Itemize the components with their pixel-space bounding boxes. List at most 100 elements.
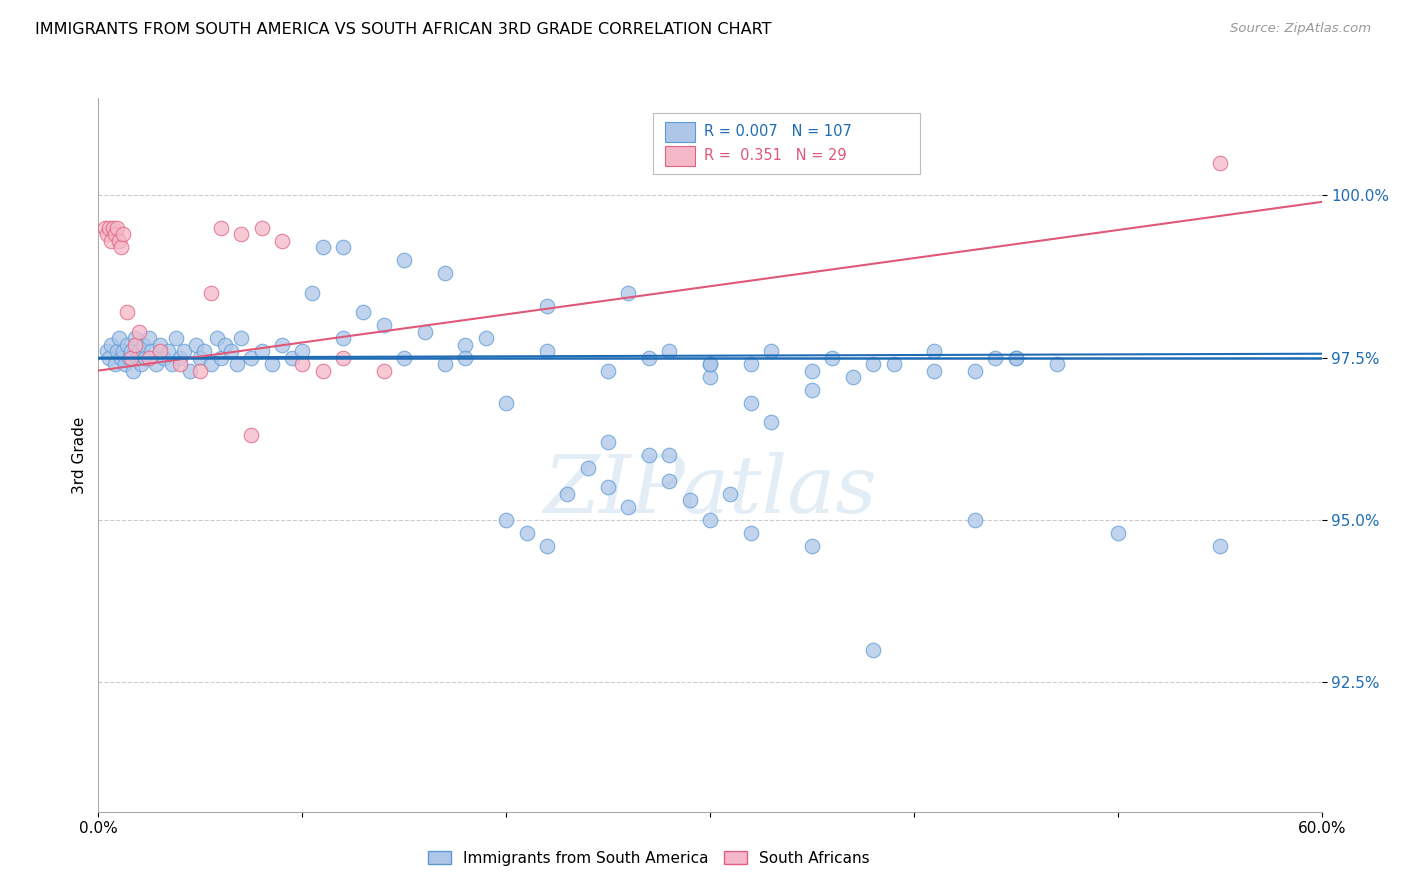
Point (454, 337, 477, 351)
Text: R =  0.351   N = 29: R = 0.351 N = 29 (704, 148, 846, 162)
Point (205, 331, 228, 345)
Point (536, 539, 558, 553)
Point (392, 351, 416, 365)
Point (373, 363, 395, 377)
Point (801, 383, 824, 397)
Point (841, 370, 863, 384)
Point (495, 396, 517, 410)
Point (718, 487, 742, 501)
Point (118, 351, 141, 365)
Point (291, 344, 314, 359)
Point (209, 220, 232, 235)
Point (821, 351, 844, 365)
Point (108, 234, 131, 248)
Point (270, 234, 294, 248)
Point (679, 493, 702, 508)
Point (883, 357, 905, 371)
Point (596, 363, 619, 377)
Point (433, 266, 456, 280)
Point (231, 227, 253, 242)
Point (373, 318, 395, 333)
Point (101, 220, 124, 235)
Point (115, 337, 138, 351)
Point (1107, 525, 1129, 540)
Point (240, 351, 263, 365)
Point (129, 357, 152, 371)
Point (200, 357, 222, 371)
Point (801, 363, 824, 377)
Point (637, 448, 661, 462)
Text: ZIPatlas: ZIPatlas (543, 452, 877, 529)
Point (555, 487, 579, 501)
Point (240, 428, 263, 442)
Point (132, 337, 155, 351)
Point (759, 416, 782, 430)
Point (965, 363, 987, 377)
Point (862, 642, 884, 657)
Point (617, 285, 640, 300)
Point (301, 285, 323, 300)
Point (312, 240, 335, 254)
Point (127, 351, 149, 365)
Point (922, 363, 945, 377)
Point (114, 357, 136, 371)
Text: Source: ZipAtlas.com: Source: ZipAtlas.com (1230, 22, 1371, 36)
Point (124, 331, 146, 345)
Point (862, 357, 884, 371)
Point (984, 351, 1007, 365)
Point (105, 344, 128, 359)
Point (312, 363, 335, 377)
Point (250, 220, 273, 235)
Point (658, 344, 681, 359)
Point (352, 305, 374, 319)
Point (165, 331, 187, 345)
Point (209, 351, 232, 365)
Point (474, 331, 498, 345)
Point (536, 299, 558, 313)
Point (100, 234, 122, 248)
Point (699, 357, 721, 371)
Point (226, 357, 249, 371)
Point (104, 357, 127, 371)
Point (193, 344, 215, 359)
FancyBboxPatch shape (665, 121, 696, 142)
Point (596, 434, 619, 449)
Point (138, 351, 160, 365)
Y-axis label: 3rd Grade: 3rd Grade (72, 417, 87, 493)
Point (922, 344, 945, 359)
Point (173, 344, 195, 359)
Point (270, 337, 294, 351)
Point (96, 344, 118, 359)
Point (454, 351, 477, 365)
Point (699, 357, 721, 371)
Point (110, 351, 132, 365)
Point (433, 357, 456, 371)
Point (658, 474, 681, 488)
Point (96, 227, 118, 242)
Point (699, 370, 721, 384)
Point (1004, 351, 1026, 365)
Point (188, 351, 212, 365)
Point (392, 253, 416, 268)
Point (149, 337, 172, 351)
Point (1045, 357, 1069, 371)
Point (740, 357, 762, 371)
Point (105, 220, 128, 235)
Point (617, 500, 640, 514)
Point (108, 331, 131, 345)
Point (332, 351, 354, 365)
Point (110, 240, 132, 254)
Point (637, 351, 661, 365)
Point (332, 240, 354, 254)
Point (214, 337, 236, 351)
Point (97, 351, 120, 365)
Point (120, 344, 142, 359)
Point (186, 337, 208, 351)
Point (740, 525, 762, 540)
FancyBboxPatch shape (665, 146, 696, 166)
Point (332, 331, 354, 345)
Point (965, 513, 987, 527)
Point (1208, 156, 1232, 170)
Point (219, 344, 242, 359)
Point (413, 325, 436, 339)
